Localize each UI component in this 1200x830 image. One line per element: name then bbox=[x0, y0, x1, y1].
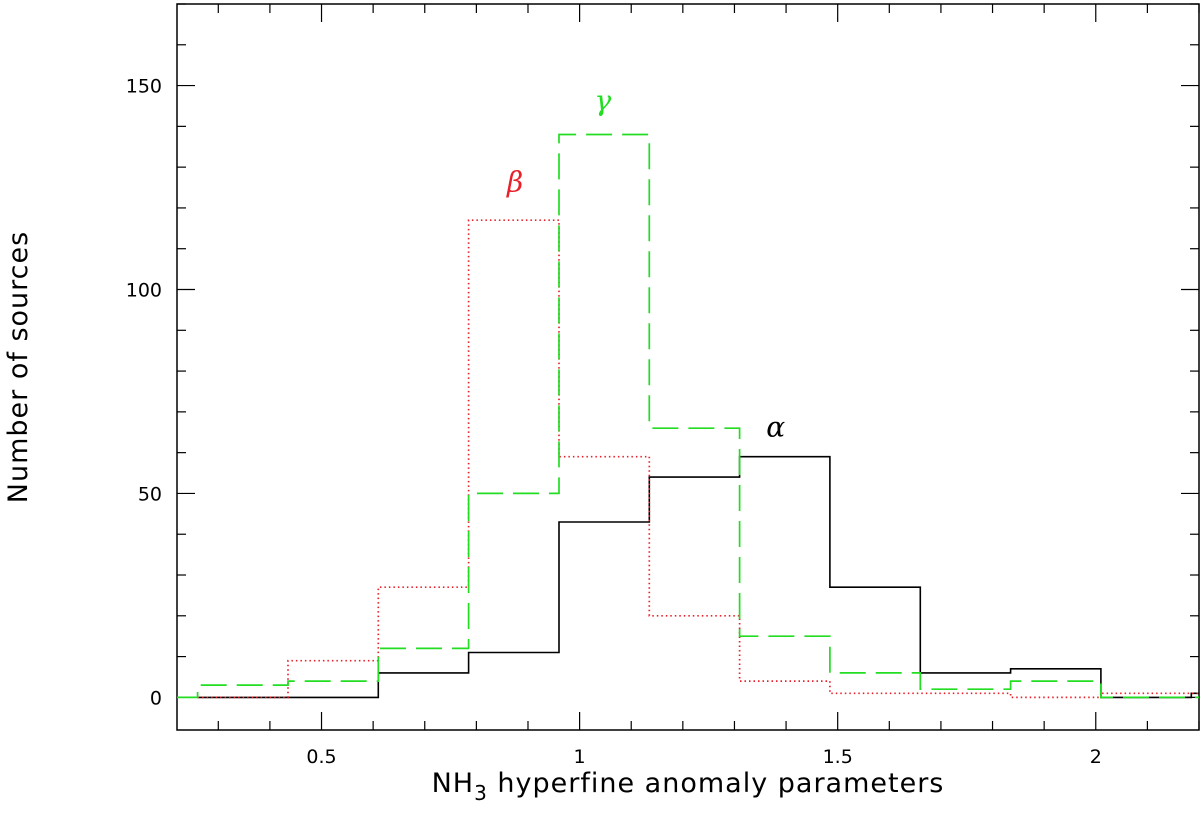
series-gamma-line bbox=[177, 133, 1199, 699]
x-axis-title: NH3 hyperfine anomaly parameters bbox=[432, 768, 945, 805]
series-beta-label: β bbox=[506, 166, 523, 199]
y-tick-label: 50 bbox=[138, 483, 162, 505]
series-alpha-label: α bbox=[766, 410, 785, 443]
x-tick-label: 1 bbox=[574, 746, 586, 768]
y-tick-label: 150 bbox=[126, 76, 162, 98]
series-alpha-line bbox=[197, 455, 1199, 699]
y-axis-title: Number of sources bbox=[3, 231, 34, 503]
x-axis-title-main: NH bbox=[432, 768, 475, 799]
x-tick-label: 2 bbox=[1090, 746, 1102, 768]
series-labels: α β γ bbox=[506, 84, 785, 443]
histogram-series bbox=[177, 133, 1199, 699]
y-tick-label: 100 bbox=[126, 280, 162, 302]
x-axis-title-rest: hyperfine anomaly parameters bbox=[488, 768, 945, 799]
x-tick-label: 0.5 bbox=[306, 746, 336, 768]
series-beta-line bbox=[197, 219, 1199, 699]
plot-frame bbox=[176, 3, 1200, 731]
axis-ticks bbox=[177, 3, 1200, 730]
y-tick-label: 0 bbox=[150, 687, 162, 709]
x-axis-title-subscript: 3 bbox=[474, 781, 488, 805]
series-gamma-label: γ bbox=[594, 84, 611, 117]
axis-tick-labels: 0.5 1 1.5 2 0 50 100 150 bbox=[126, 76, 1102, 768]
x-tick-label: 1.5 bbox=[823, 746, 853, 768]
